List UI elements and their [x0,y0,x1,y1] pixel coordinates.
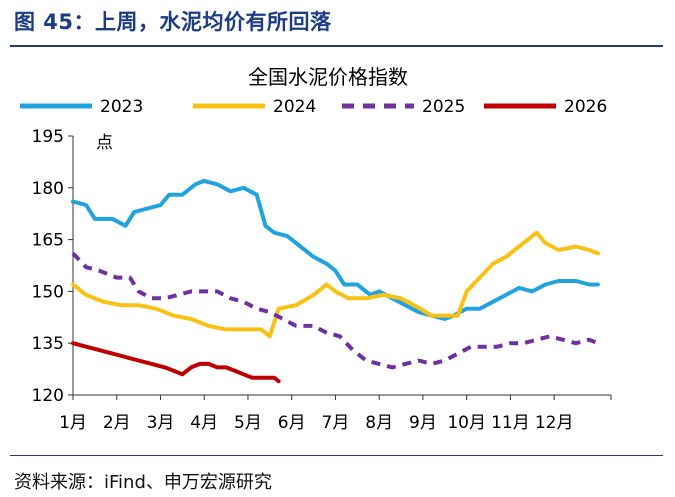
y-tick-label: 135 [32,334,64,354]
source-divider [10,455,663,456]
x-tick-label: 4月 [190,413,218,433]
x-tick-label: 3月 [147,413,175,433]
y-tick-label: 195 [32,127,64,147]
legend-label-2026: 2026 [564,97,607,117]
chart-legend: 2023 2024 2025 2026 [20,97,607,117]
series-2024 [71,230,600,339]
x-tick-label: 6月 [278,413,306,433]
legend-label-2023: 2023 [100,97,143,117]
x-tick-label: 11月 [491,413,530,433]
title-divider [10,45,663,47]
y-tick-label: 150 [32,282,64,302]
y-tick-label: 180 [32,179,64,199]
chart-title: 全国水泥价格指数 [248,65,408,89]
legend-label-2025: 2025 [422,97,465,117]
x-tick-label: 7月 [322,413,350,433]
x-tick-label: 8月 [365,413,393,433]
x-tick-label: 2月 [103,413,131,433]
source-note: 资料来源：iFind、申万宏源研究 [14,472,272,493]
chart-canvas: 全国水泥价格指数 2023 2024 2025 2026 120 135 150 165 18… [20,65,612,433]
x-tick-label: 1月 [59,413,87,433]
legend-label-2024: 2024 [273,97,316,117]
y-axis-unit-label: 点 [96,133,113,153]
x-tick-label: 12月 [535,413,574,433]
series-line-2023 [71,178,600,321]
x-tick-label: 9月 [409,413,437,433]
y-tick-label: 120 [32,386,64,406]
x-tick-label: 10月 [447,413,486,433]
series-line-2025 [71,252,599,370]
figure-title: 图 45：上周，水泥均价有所回落 [14,10,332,34]
x-tick-label: 5月 [234,413,262,433]
series-line-2026 [71,341,281,384]
series-2026 [71,341,281,384]
series-line-2024 [71,230,600,339]
y-tick-label: 165 [32,231,64,251]
series-2025 [71,252,599,370]
